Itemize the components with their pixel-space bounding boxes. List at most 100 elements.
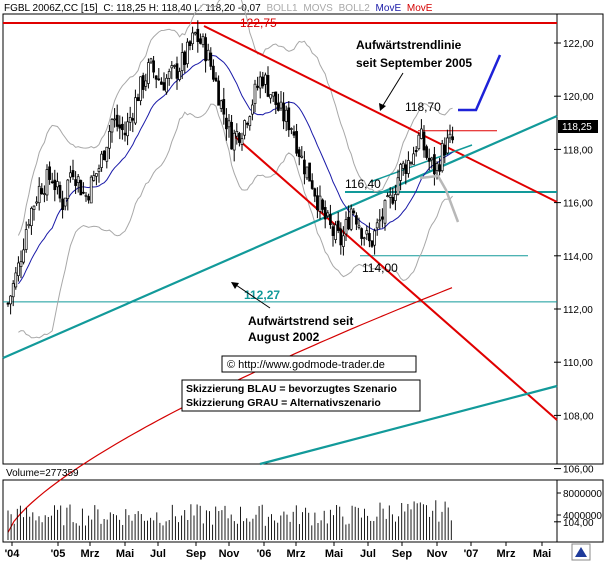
level-label: 114,00 <box>362 261 398 275</box>
candle-up <box>167 71 171 79</box>
candle-up <box>264 74 267 85</box>
candle-up <box>344 219 348 235</box>
y-tick-label: 104,00 <box>563 518 594 529</box>
candle-up <box>219 100 223 109</box>
candle-up <box>388 194 392 198</box>
candle-down <box>329 214 332 226</box>
candle-up <box>178 71 181 80</box>
candle-up <box>191 32 194 45</box>
candle-up <box>63 197 67 207</box>
x-tick-label: Mai <box>325 548 343 560</box>
y-tick-label: 106,00 <box>563 465 594 476</box>
candle-up <box>300 155 304 158</box>
candle-up <box>365 230 369 235</box>
candle-down <box>87 196 90 201</box>
level-label: 116,40 <box>345 177 381 191</box>
candle-up <box>269 94 272 99</box>
candle-up <box>37 185 41 204</box>
candle-down <box>222 99 226 115</box>
grid-lines <box>3 22 557 303</box>
x-tick-label: Nov <box>427 548 449 560</box>
level-label: 118,70 <box>405 100 441 114</box>
x-tick-label: '05 <box>51 548 66 560</box>
candle-down <box>217 80 220 106</box>
candle-up <box>386 195 389 197</box>
level-labels: 122,75 112,27 116,40 114,00 118,70 <box>240 16 441 302</box>
annotation-trend-aug-line1: Aufwärtstrend seit <box>248 314 353 328</box>
volume-label: Volume=277359 <box>6 468 79 479</box>
candle-up <box>134 97 137 124</box>
annotation-trend-sep-line1: Aufwärtstrendlinie <box>356 38 462 52</box>
candle-down <box>225 117 228 130</box>
x-tick-label: '07 <box>464 548 479 560</box>
candle-up <box>396 177 400 195</box>
candle-up <box>170 65 174 69</box>
candle-down <box>360 228 363 239</box>
candle-down <box>404 164 408 174</box>
candle-down <box>274 91 278 105</box>
candle-up <box>14 272 18 288</box>
candle-up <box>290 128 293 130</box>
candle-down <box>261 76 265 87</box>
candle-down <box>438 164 441 172</box>
last-price-label: 118,25 <box>562 122 592 133</box>
candle-up <box>95 173 98 177</box>
candle-down <box>292 131 296 136</box>
candle-up <box>108 131 111 149</box>
bollinger-upper <box>17 0 453 236</box>
candle-up <box>17 262 20 277</box>
candle-up <box>22 249 25 263</box>
x-tick-label: Sep <box>392 548 412 560</box>
candle-up <box>144 80 148 87</box>
y-tick-label: 114,00 <box>563 252 593 263</box>
candle-up <box>440 143 444 172</box>
candle-up <box>394 194 397 201</box>
y-tick-label: 116,00 <box>563 199 593 210</box>
candle-up <box>378 219 382 222</box>
candle-up <box>326 212 330 217</box>
volume-tick-label: 4000000 <box>563 511 602 522</box>
trend-lines <box>2 25 558 466</box>
candle-up <box>430 157 434 161</box>
candle-down <box>422 131 426 151</box>
candle-down <box>316 195 319 211</box>
candle-down <box>381 216 384 220</box>
candle-down <box>368 233 371 242</box>
candle-down <box>79 180 83 196</box>
candle-down <box>339 228 343 246</box>
y-axis: 104,00 106,00 108,00 110,00 112,00 114,00 116,… <box>554 39 602 529</box>
candle-down <box>308 162 311 182</box>
x-axis: '04 '05 Mrz Mai Jul Sep Nov '06 Mrz Mai Jul Sep Nov '… <box>5 542 551 560</box>
volume-axis-frame <box>556 479 604 543</box>
y-tick-label: 120,00 <box>563 92 594 103</box>
candle-up <box>435 163 439 171</box>
scroll-corner-icon[interactable] <box>571 543 591 561</box>
candle-down <box>175 63 179 79</box>
x-tick-label: Nov <box>219 548 241 560</box>
uptrend-line-lower <box>259 384 558 466</box>
copyright-text: © http://www.godmode-trader.de <box>227 359 385 371</box>
bollinger-bands <box>17 0 453 339</box>
candle-down <box>204 37 207 62</box>
candle-up <box>253 83 257 104</box>
candle-down <box>336 220 340 231</box>
candle-up <box>284 109 288 122</box>
candlesticks <box>6 20 454 315</box>
candle-down <box>118 124 122 129</box>
level-label: 112,27 <box>244 288 280 302</box>
candle-down <box>162 82 166 91</box>
candle-up <box>235 131 239 137</box>
candle-down <box>303 159 306 175</box>
candle-up <box>383 200 387 224</box>
candle-up <box>9 295 12 305</box>
header-symbol: FGBL 2006Z,CC [15] <box>4 3 98 14</box>
candle-up <box>11 283 15 298</box>
candle-down <box>102 150 106 161</box>
candle-up <box>206 49 210 61</box>
volume-bars <box>7 500 452 540</box>
candle-up <box>362 237 366 240</box>
x-tick-label: Mrz <box>497 548 516 560</box>
candle-up <box>373 230 376 246</box>
candle-up <box>318 195 322 212</box>
volume-panel-frame <box>2 479 558 543</box>
